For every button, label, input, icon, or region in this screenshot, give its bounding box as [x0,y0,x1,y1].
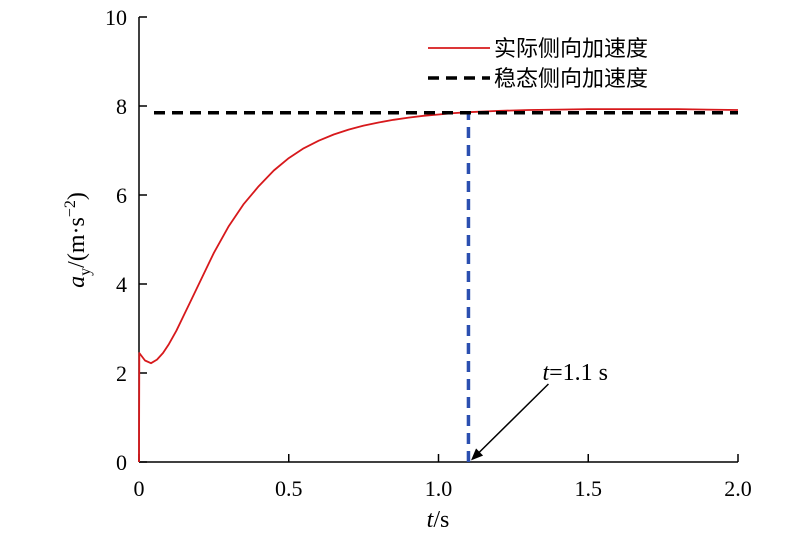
series-line-actual [138,108,739,463]
y-tick-label: 4 [116,272,127,297]
x-tick-label: 0 [134,476,145,501]
x-tick-label: 1.5 [575,476,603,501]
y-tick-label: 0 [116,450,127,475]
annotation-arrow [471,383,549,461]
ticks: 0 0.5 1.0 1.5 2.0 0 2 4 6 8 10 [105,5,752,501]
y-tick-label: 6 [116,183,127,208]
series [138,108,739,463]
y-axis-title: ay/(m·s−2) [62,192,94,288]
annotations: t=1.1 s [471,360,608,461]
legend-label-actual: 实际侧向加速度 [494,37,648,62]
y-tick-label: 10 [105,5,127,30]
x-tick-label: 1.0 [425,476,453,501]
legend: 实际侧向加速度 稳态侧向加速度 [428,37,648,92]
legend-label-steady: 稳态侧向加速度 [494,67,648,92]
y-tick-label: 2 [116,361,127,386]
x-tick-label: 2.0 [724,476,752,501]
x-tick-label: 0.5 [275,476,303,501]
annotation-label: t=1.1 s [542,360,608,386]
y-tick-label: 8 [116,94,127,119]
axes [138,17,738,463]
x-axis-title: t/s [427,507,450,533]
